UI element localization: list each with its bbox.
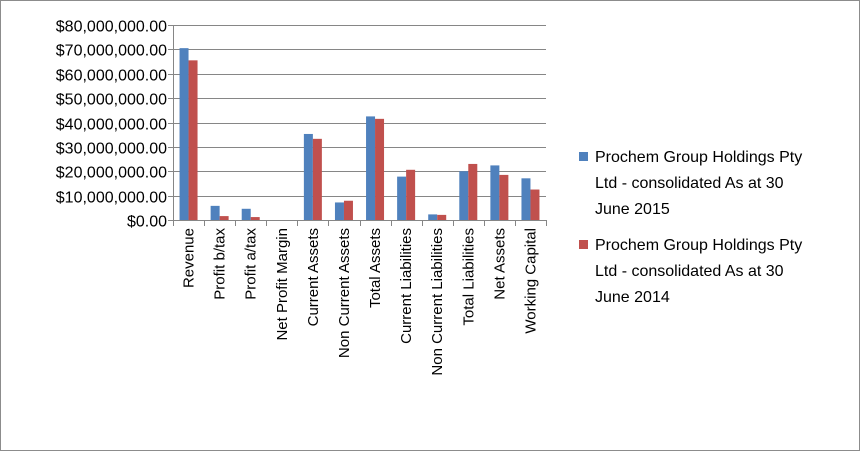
y-tick-label: $0.00 xyxy=(127,214,167,231)
axes xyxy=(168,25,547,226)
bar xyxy=(499,174,509,220)
bar xyxy=(210,205,220,220)
legend-label: Ltd - consolidated As at 30 xyxy=(595,175,784,192)
bar xyxy=(250,217,260,220)
bar xyxy=(241,208,251,220)
legend-label: Prochem Group Holdings Pty xyxy=(595,149,802,166)
bar xyxy=(459,171,469,220)
x-category-label: Working Capital xyxy=(522,228,539,334)
bar xyxy=(530,189,540,220)
x-category-label: Non Current Assets xyxy=(336,228,353,358)
bar xyxy=(397,176,407,220)
legend: Prochem Group Holdings Pty Ltd - consolid… xyxy=(579,149,802,306)
bar xyxy=(468,163,478,220)
bar xyxy=(219,216,229,220)
y-tick-label: $30,000,000.00 xyxy=(56,141,167,158)
legend-swatch xyxy=(579,240,588,249)
bar xyxy=(375,118,385,220)
bar xyxy=(343,200,353,220)
y-tick-label: $40,000,000.00 xyxy=(56,117,167,134)
y-axis-tick-labels: $0.00 $10,000,000.00 $20,000,000.00 $30,000… xyxy=(56,19,167,231)
bar xyxy=(406,169,416,220)
legend-label: June 2014 xyxy=(595,289,670,306)
x-category-label: Current Assets xyxy=(305,228,322,326)
bar xyxy=(437,214,447,220)
x-category-label: Total Assets xyxy=(367,228,384,308)
x-category-label: Profit a/tax xyxy=(243,228,260,300)
y-tick-label: $50,000,000.00 xyxy=(56,92,167,109)
bar xyxy=(188,60,198,220)
bar xyxy=(490,165,500,220)
bar xyxy=(312,138,322,220)
bars xyxy=(179,48,540,220)
x-category-label: Net Profit Margin xyxy=(274,228,291,341)
x-category-label: Revenue xyxy=(181,228,198,288)
x-category-label: Total Liabilities xyxy=(460,228,477,326)
y-tick-label: $80,000,000.00 xyxy=(56,19,167,36)
x-category-label: Non Current Liabilities xyxy=(429,228,446,376)
legend-label: Ltd - consolidated As at 30 xyxy=(595,263,784,280)
y-tick-label: $70,000,000.00 xyxy=(56,43,167,60)
x-category-label: Current Liabilities xyxy=(398,228,415,344)
legend-swatch xyxy=(579,152,588,161)
bar xyxy=(366,116,376,220)
bar xyxy=(334,202,344,220)
y-tick-label: $60,000,000.00 xyxy=(56,68,167,85)
bar xyxy=(303,133,313,220)
bar xyxy=(521,178,531,220)
y-tick-label: $10,000,000.00 xyxy=(56,190,167,207)
gridlines xyxy=(173,25,546,197)
legend-label: Prochem Group Holdings Pty xyxy=(595,237,802,254)
y-tick-label: $20,000,000.00 xyxy=(56,165,167,182)
x-category-label: Net Assets xyxy=(491,228,508,300)
x-category-label: Profit b/tax xyxy=(212,228,229,300)
x-axis-category-labels: Revenue Profit b/tax Profit a/tax Net Profi… xyxy=(181,228,540,376)
bar xyxy=(428,214,438,220)
legend-label: June 2015 xyxy=(595,201,670,218)
bar xyxy=(179,48,189,220)
